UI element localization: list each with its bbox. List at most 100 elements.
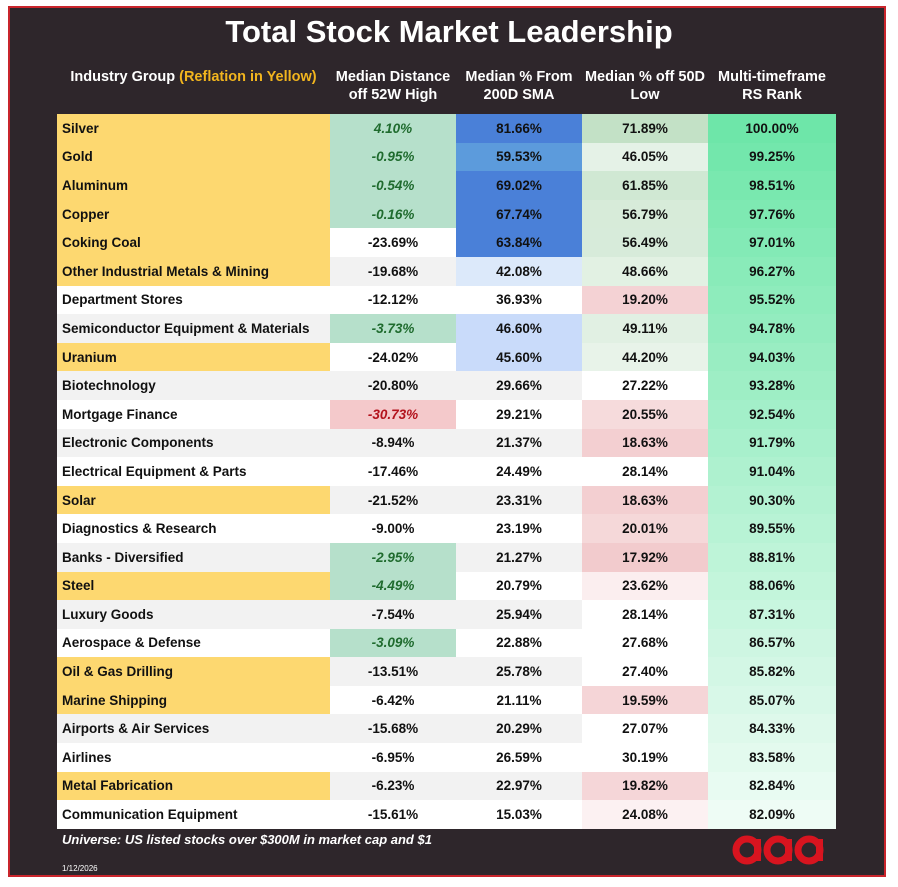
cell-pct-50d: 24.08% <box>582 800 708 829</box>
cell-industry-group: Solar <box>57 485 330 515</box>
cell-pct-200d: 26.59% <box>456 743 582 772</box>
cell-pct-200d: 63.84% <box>456 228 582 257</box>
header-industry-prefix: Industry Group <box>70 69 180 85</box>
cell-industry-group: Airports & Air Services <box>57 714 330 744</box>
cell-pct-200d: 22.97% <box>456 771 582 801</box>
cell-rs-rank: 97.76% <box>708 199 836 229</box>
table-row: Department Stores -12.12% 36.93% 19.20% 95.5… <box>57 285 836 315</box>
cell-industry-group: Steel <box>57 571 330 601</box>
cell-pct-50d: 23.62% <box>582 571 708 601</box>
cell-rs-rank: 85.07% <box>708 685 836 715</box>
table-row: Electrical Equipment & Parts -17.46% 24.49… <box>57 457 836 486</box>
cell-pct-200d: 29.21% <box>456 399 582 429</box>
cell-pct-200d: 36.93% <box>456 285 582 315</box>
cell-industry-group: Aluminum <box>57 171 330 200</box>
cell-industry-group: Semiconductor Equipment & Materials <box>57 314 330 343</box>
cell-industry-group: Uranium <box>57 342 330 372</box>
table-row: Copper -0.16% 67.74% 56.79% 97.76% <box>57 199 836 229</box>
cell-pct-50d: 28.14% <box>582 457 708 486</box>
cell-distance-52w: -3.73% <box>330 314 456 343</box>
cell-distance-52w: -24.02% <box>330 342 456 372</box>
cell-distance-52w: -13.51% <box>330 657 456 686</box>
cell-distance-52w: -7.54% <box>330 600 456 629</box>
table-row: Solar -21.52% 23.31% 18.63% 90.30% <box>57 485 836 515</box>
table-row: Metal Fabrication -6.23% 22.97% 19.82% 82.84… <box>57 771 836 801</box>
brand-logo <box>732 835 824 865</box>
page-title: Total Stock Market Leadership <box>225 14 673 49</box>
table-row: Banks - Diversified -2.95% 21.27% 17.92% 88.… <box>57 542 836 572</box>
cell-pct-50d: 71.89% <box>582 114 708 143</box>
cell-distance-52w: 4.10% <box>330 114 456 143</box>
cell-pct-200d: 23.31% <box>456 485 582 515</box>
cell-rs-rank: 91.79% <box>708 428 836 458</box>
cell-rs-rank: 93.28% <box>708 371 836 400</box>
table-row: Silver 4.10% 81.66% 71.89% 100.00% <box>57 114 836 143</box>
table-row: Coking Coal -23.69% 63.84% 56.49% 97.01% <box>57 228 836 257</box>
cell-industry-group: Banks - Diversified <box>57 542 330 572</box>
cell-pct-200d: 23.19% <box>456 514 582 543</box>
cell-pct-50d: 20.01% <box>582 514 708 543</box>
cell-industry-group: Electronic Components <box>57 428 330 458</box>
cell-industry-group: Silver <box>57 114 330 143</box>
cell-pct-200d: 67.74% <box>456 199 582 229</box>
cell-rs-rank: 91.04% <box>708 457 836 486</box>
table-row: Airlines -6.95% 26.59% 30.19% 83.58% <box>57 743 836 772</box>
cell-pct-50d: 49.11% <box>582 314 708 343</box>
cell-industry-group: Metal Fabrication <box>57 771 330 801</box>
cell-pct-200d: 81.66% <box>456 114 582 143</box>
leadership-table: Silver 4.10% 81.66% 71.89% 100.00% Gold -0.95%… <box>57 114 836 829</box>
cell-pct-200d: 59.53% <box>456 142 582 172</box>
cell-industry-group: Copper <box>57 199 330 229</box>
cell-rs-rank: 84.33% <box>708 714 836 744</box>
cell-pct-50d: 19.20% <box>582 285 708 315</box>
header-distance-52w: Median Distance off 52W High <box>335 69 451 103</box>
cell-pct-50d: 18.63% <box>582 485 708 515</box>
cell-rs-rank: 86.57% <box>708 628 836 658</box>
cell-industry-group: Diagnostics & Research <box>57 514 330 543</box>
table-row: Other Industrial Metals & Mining -19.68% 4… <box>57 256 836 286</box>
cell-industry-group: Other Industrial Metals & Mining <box>57 256 330 286</box>
cell-pct-50d: 28.14% <box>582 600 708 629</box>
header-reflation-note: (Reflation in Yellow) <box>179 69 317 85</box>
cell-pct-200d: 20.29% <box>456 714 582 744</box>
table-row: Communication Equipment -15.61% 15.03% 24.0… <box>57 800 836 829</box>
cell-distance-52w: -6.95% <box>330 743 456 772</box>
cell-distance-52w: -4.49% <box>330 571 456 601</box>
cell-pct-50d: 46.05% <box>582 142 708 172</box>
cell-industry-group: Electrical Equipment & Parts <box>57 457 330 486</box>
logo-stem-3 <box>816 839 823 861</box>
cell-rs-rank: 100.00% <box>708 114 836 143</box>
cell-distance-52w: -0.16% <box>330 199 456 229</box>
table-row: Oil & Gas Drilling -13.51% 25.78% 27.40% 85.… <box>57 657 836 686</box>
cell-industry-group: Airlines <box>57 743 330 772</box>
cell-rs-rank: 82.09% <box>708 800 836 829</box>
logo-stem-1 <box>754 839 761 861</box>
cell-pct-200d: 20.79% <box>456 571 582 601</box>
cell-pct-200d: 42.08% <box>456 256 582 286</box>
cell-pct-50d: 17.92% <box>582 542 708 572</box>
cell-pct-200d: 15.03% <box>456 800 582 829</box>
table-row: Uranium -24.02% 45.60% 44.20% 94.03% <box>57 342 836 372</box>
cell-pct-50d: 20.55% <box>582 399 708 429</box>
cell-pct-50d: 19.59% <box>582 685 708 715</box>
cell-distance-52w: -8.94% <box>330 428 456 458</box>
table-row: Mortgage Finance -30.73% 29.21% 20.55% 92.54… <box>57 399 836 429</box>
cell-industry-group: Marine Shipping <box>57 685 330 715</box>
cell-pct-200d: 69.02% <box>456 171 582 200</box>
cell-rs-rank: 96.27% <box>708 256 836 286</box>
cell-distance-52w: -9.00% <box>330 514 456 543</box>
cell-pct-200d: 46.60% <box>456 314 582 343</box>
cell-pct-200d: 24.49% <box>456 457 582 486</box>
cell-industry-group: Oil & Gas Drilling <box>57 657 330 686</box>
cell-rs-rank: 98.51% <box>708 171 836 200</box>
cell-distance-52w: -21.52% <box>330 485 456 515</box>
cell-industry-group: Coking Coal <box>57 228 330 257</box>
cell-distance-52w: -20.80% <box>330 371 456 400</box>
cell-rs-rank: 94.78% <box>708 314 836 343</box>
header-industry-group: Industry Group (Reflation in Yellow) <box>57 68 330 108</box>
cell-industry-group: Aerospace & Defense <box>57 628 330 658</box>
cell-pct-200d: 21.37% <box>456 428 582 458</box>
cell-pct-50d: 56.79% <box>582 199 708 229</box>
cell-pct-200d: 21.11% <box>456 685 582 715</box>
cell-industry-group: Gold <box>57 142 330 172</box>
